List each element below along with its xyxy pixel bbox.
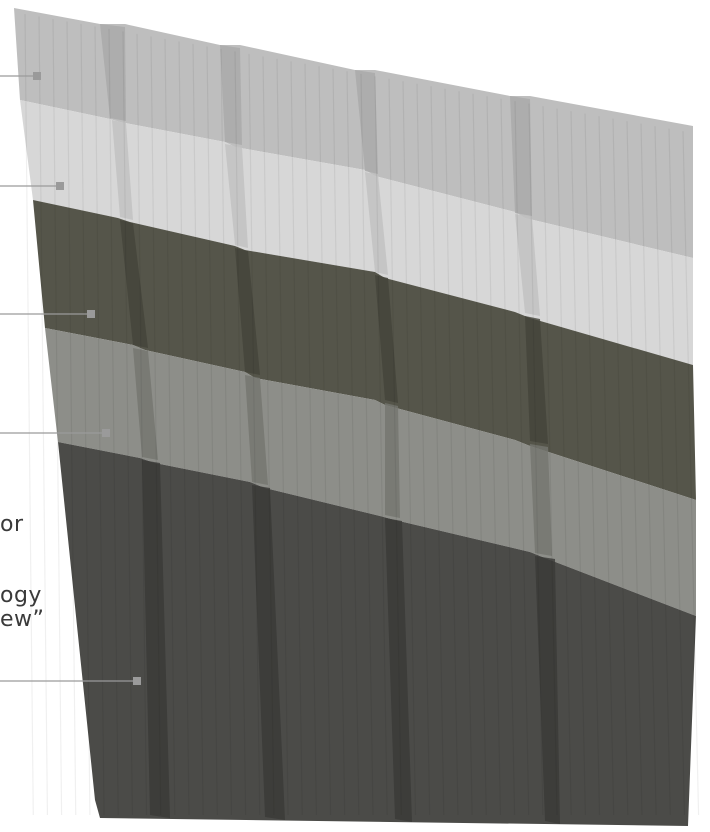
texture-line — [570, 111, 586, 816]
texture-line — [164, 38, 176, 816]
texture-line — [80, 23, 91, 816]
texture-line — [304, 63, 317, 816]
texture-line — [220, 48, 233, 816]
texture-line — [318, 66, 332, 816]
panel-layer-5 — [58, 442, 696, 826]
corrugation-rib — [525, 316, 548, 444]
texture-line — [192, 43, 204, 816]
texture-line — [346, 71, 360, 816]
texture-line — [584, 113, 601, 816]
texture-line — [486, 96, 502, 816]
texture-line — [234, 51, 247, 816]
corrugation-rib — [530, 444, 552, 556]
corrugation-rib — [252, 485, 285, 820]
corrugation-rib — [515, 214, 540, 316]
corrugation-rib — [245, 375, 268, 485]
texture-line — [682, 131, 700, 816]
corrugation-rib — [220, 45, 242, 145]
texture-line — [556, 108, 572, 816]
texture-line — [500, 98, 516, 816]
texture-line — [276, 58, 289, 816]
partial-text-line: or — [0, 512, 24, 537]
texture-line — [178, 41, 190, 816]
texture-line — [668, 128, 686, 816]
callout-marker — [102, 429, 110, 437]
texture-line — [430, 86, 445, 816]
partial-text-line: ogy — [0, 583, 42, 608]
texture-line — [360, 73, 374, 816]
callout-marker — [87, 310, 95, 318]
texture-line — [374, 76, 388, 816]
texture-line — [514, 101, 530, 816]
corrugation-rib — [120, 220, 148, 348]
texture-line — [290, 61, 303, 816]
texture-line — [136, 33, 148, 816]
texture-line — [640, 123, 657, 816]
texture-line — [416, 83, 431, 816]
texture-line — [612, 118, 629, 816]
texture-line — [150, 36, 162, 816]
corrugation-rib — [365, 172, 388, 275]
callout-marker — [33, 72, 41, 80]
texture-line — [444, 88, 459, 816]
texture-line — [94, 26, 105, 816]
texture-line — [248, 53, 261, 816]
corrugation-rib — [235, 248, 260, 375]
callout-marker — [56, 182, 64, 190]
texture-line — [654, 126, 671, 816]
texture-line — [52, 18, 63, 816]
texture-line — [542, 106, 558, 816]
texture-line — [108, 28, 119, 816]
texture-line — [122, 31, 133, 816]
texture-line — [66, 21, 77, 816]
texture-line — [458, 91, 473, 816]
texture-line — [262, 56, 275, 816]
corrugation-rib — [142, 460, 170, 818]
texture-line — [528, 103, 544, 816]
corrugation-rib — [385, 518, 412, 822]
texture-line — [38, 16, 49, 816]
corrugation-rib — [535, 556, 560, 824]
partial-text-line: ew” — [0, 607, 45, 632]
corrugation-rib — [510, 96, 532, 216]
corrugation-rib — [355, 70, 378, 174]
corrugation-rib — [133, 348, 158, 460]
texture-line — [472, 93, 487, 816]
corrugation-rib — [112, 120, 133, 220]
panel-layer-4 — [45, 328, 696, 616]
corrugation-rib — [385, 403, 400, 518]
callout-marker — [133, 677, 141, 685]
corrugation-rib — [225, 144, 248, 248]
corrugation-rib — [375, 275, 398, 403]
texture-line — [402, 81, 417, 816]
texture-line — [332, 68, 346, 816]
texture-line — [388, 78, 402, 816]
texture-line — [598, 116, 615, 816]
texture-line — [626, 121, 643, 816]
texture-line — [206, 46, 218, 816]
corrugation-rib — [100, 24, 126, 121]
